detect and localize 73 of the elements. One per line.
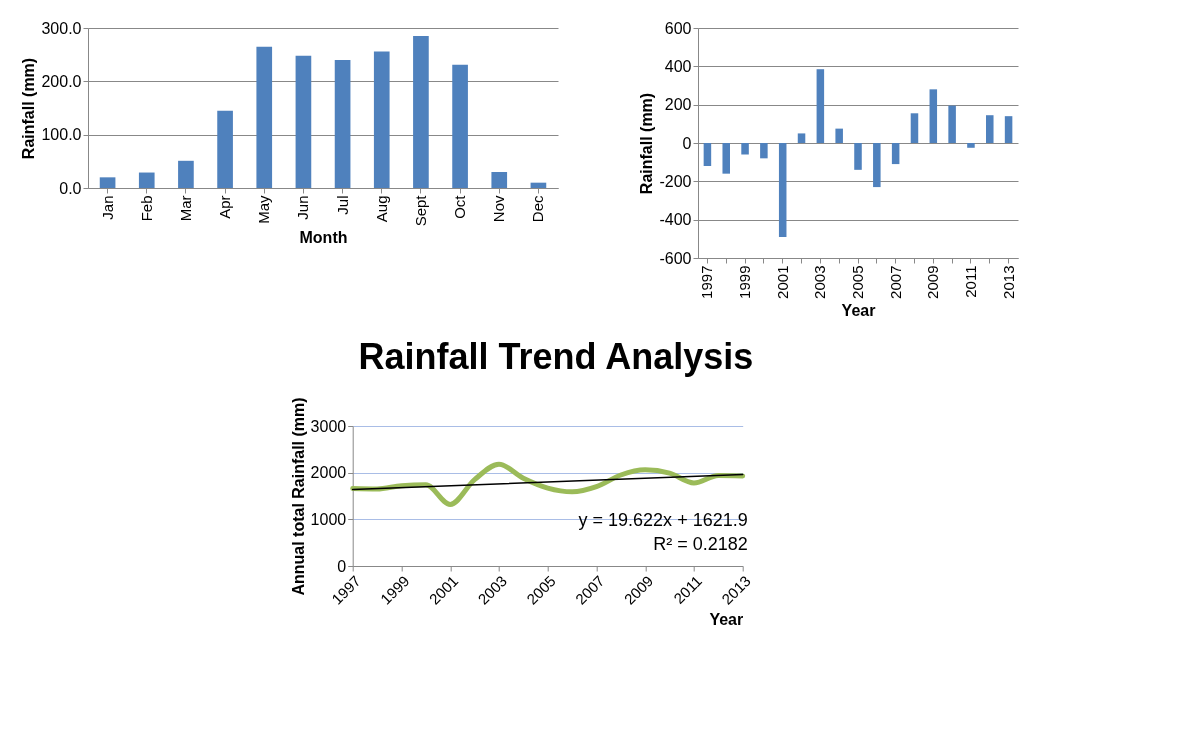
x-tick-label: Sept — [411, 194, 429, 227]
bar — [835, 128, 843, 143]
x-tick-label: 2013 — [999, 265, 1017, 299]
x-axis-title: Year — [841, 301, 876, 319]
bar — [873, 143, 881, 188]
y-tick-label: 600 — [664, 19, 692, 37]
x-tick-label: 1997 — [698, 265, 716, 299]
bar — [99, 177, 116, 188]
bar — [256, 46, 273, 188]
bar — [967, 143, 975, 148]
y-tick-label: 1000 — [310, 510, 347, 528]
bar — [373, 51, 390, 188]
x-tick-label: Nov — [490, 195, 508, 223]
y-tick-label: 100.0 — [41, 126, 82, 144]
bar — [491, 172, 508, 188]
bar — [910, 113, 919, 143]
x-tick-label: 2007 — [886, 265, 904, 299]
y-tick-label: 2000 — [310, 464, 347, 482]
bar — [854, 143, 862, 170]
annotation: R² = 0.2182 — [653, 534, 748, 555]
y-tick-label: 400 — [664, 57, 692, 75]
y-tick-label: 300.0 — [41, 19, 82, 37]
bar — [178, 160, 194, 188]
chart-title: Rainfall Trend Analysis — [358, 335, 754, 377]
annotation: y = 19.622x + 1621.9 — [578, 510, 748, 531]
y-tick-label: 0 — [337, 557, 347, 575]
x-tick-label: 2005 — [849, 265, 866, 299]
y-axis-title: Annual total Rainfall (mm) — [289, 397, 307, 596]
bar — [452, 64, 468, 188]
bar — [891, 143, 900, 165]
x-tick-label: Apr — [216, 195, 234, 219]
bar — [138, 172, 155, 188]
x-tick-label: Dec — [529, 195, 547, 223]
x-tick-label: May — [255, 195, 273, 224]
bar — [217, 110, 233, 188]
bar — [413, 36, 429, 188]
bar — [929, 89, 938, 143]
x-tick-label: Aug — [372, 195, 390, 223]
bar — [778, 143, 787, 237]
y-tick-label: 0 — [682, 134, 692, 152]
y-axis-title: Rainfall (mm) — [20, 57, 38, 160]
bar — [722, 143, 730, 174]
x-tick-label: Feb — [137, 195, 155, 222]
x-tick-label: 2011 — [961, 265, 979, 298]
y-tick-label: 3000 — [310, 417, 347, 435]
y-tick-label: -400 — [659, 211, 692, 229]
y-tick-label: -200 — [659, 172, 692, 190]
bar — [334, 60, 351, 188]
bar — [986, 115, 994, 143]
bar — [741, 143, 749, 155]
x-axis-title: Year — [709, 610, 744, 628]
x-tick-label: Mar — [176, 195, 194, 222]
y-tick-label: 0.0 — [59, 179, 82, 197]
x-tick-label: 2001 — [773, 265, 791, 299]
bar — [1004, 116, 1013, 143]
bar — [797, 133, 806, 143]
y-tick-label: -600 — [659, 249, 692, 267]
x-tick-label: 2003 — [811, 265, 829, 299]
bar — [703, 143, 712, 166]
x-tick-label: 1999 — [736, 265, 754, 299]
x-tick-label: Jul — [333, 195, 351, 215]
y-tick-label: 200 — [664, 96, 692, 114]
bar — [948, 105, 956, 143]
x-tick-label: Jan — [98, 195, 116, 220]
x-tick-label: Oct — [451, 194, 469, 219]
x-axis-title: Month — [299, 229, 348, 247]
bar — [760, 143, 768, 159]
bar — [295, 55, 312, 188]
x-tick-label: 2009 — [924, 265, 942, 299]
x-tick-label: Jun — [294, 195, 312, 220]
y-tick-label: 200.0 — [41, 72, 82, 90]
bar — [816, 69, 825, 143]
y-axis-title: Rainfall (mm) — [638, 92, 656, 195]
